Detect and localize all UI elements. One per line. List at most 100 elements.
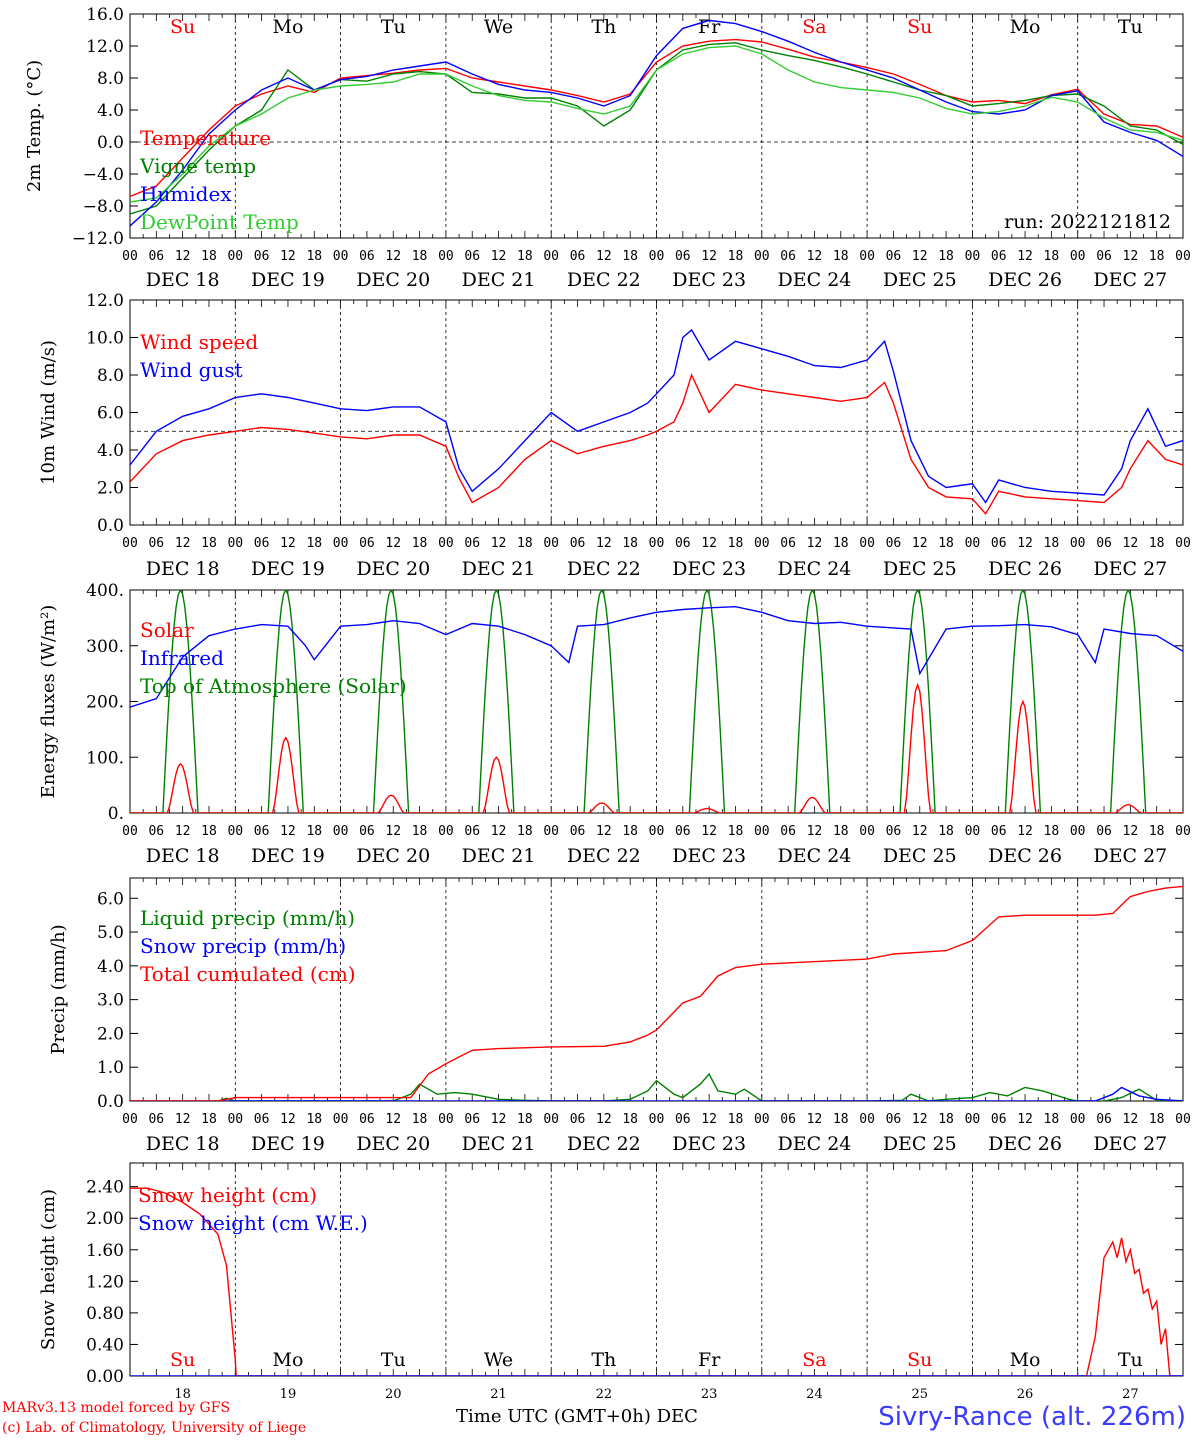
snow-day-number: 23 <box>701 1387 718 1402</box>
temperature-hour-label: 06 <box>254 249 270 264</box>
precip-hour-label: 12 <box>912 1112 928 1127</box>
temperature-hour-label: 06 <box>991 249 1007 264</box>
precip-legend-item: Total cumulated (cm) <box>140 962 356 986</box>
temperature-hour-label: 12 <box>807 249 823 264</box>
energy-hour-label: 12 <box>280 824 296 839</box>
energy-hour-label: 18 <box>622 824 638 839</box>
temperature-hour-label: 12 <box>280 249 296 264</box>
wind-hour-label: 06 <box>886 536 902 551</box>
temperature-y-tick-label: 8.0 <box>97 69 124 89</box>
temperature-hour-label: 18 <box>938 249 954 264</box>
energy-hour-label: 12 <box>175 824 191 839</box>
precip-hour-label: 12 <box>807 1112 823 1127</box>
precip-hour-label: 06 <box>254 1112 270 1127</box>
precip-hour-label: 00 <box>438 1112 454 1127</box>
wind-hour-label: 00 <box>122 536 138 551</box>
temperature-hour-label: 18 <box>1044 249 1060 264</box>
energy-hour-label: 12 <box>491 824 507 839</box>
snow-y-tick-label: 1.20 <box>86 1272 124 1292</box>
energy-toa-solar-line <box>656 590 762 813</box>
energy-y-axis-label: Energy fluxes (W/m²) <box>38 605 59 799</box>
precip-y-tick-label: 1.0 <box>97 1058 124 1078</box>
wind-date-label: DEC 19 <box>251 558 325 580</box>
wind-y-tick-label: 0.0 <box>97 516 124 536</box>
wind-hour-label: 06 <box>464 536 480 551</box>
precip-hour-label: 00 <box>333 1112 349 1127</box>
energy-date-label: DEC 25 <box>883 845 957 867</box>
snow-weekday-label: Su <box>907 1349 932 1371</box>
wind-hour-label: 06 <box>148 536 164 551</box>
precip-hour-label: 00 <box>649 1112 665 1127</box>
precip-date-label: DEC 25 <box>883 1133 957 1155</box>
temperature-weekday-label: Su <box>170 16 195 38</box>
precip-y-tick-label: 4.0 <box>97 957 124 977</box>
precip-hour-label: 06 <box>1096 1112 1112 1127</box>
x-axis-month: DEC <box>656 1406 698 1427</box>
snow-day-number: 18 <box>174 1387 191 1402</box>
precip-y-tick-label: 2.0 <box>97 1024 124 1044</box>
wind-hour-label: 12 <box>1017 536 1033 551</box>
energy-toa-solar-line <box>445 590 552 813</box>
precip-date-label: DEC 19 <box>251 1133 325 1155</box>
temperature-hour-label: 06 <box>780 249 796 264</box>
precip-hour-label: 00 <box>227 1112 243 1127</box>
wind-date-label: DEC 23 <box>672 558 746 580</box>
temperature-weekday-label: Tu <box>381 16 406 38</box>
wind-hour-label: 00 <box>1175 536 1191 551</box>
precip-y-tick-label: 3.0 <box>97 991 124 1011</box>
wind-date-label: DEC 26 <box>988 558 1062 580</box>
wind-frame <box>129 299 1184 526</box>
wind-hour-label: 18 <box>1149 536 1165 551</box>
energy-date-label: DEC 18 <box>146 845 220 867</box>
energy-hour-label: 06 <box>254 824 270 839</box>
energy-hour-label: 18 <box>833 824 849 839</box>
energy-hour-label: 06 <box>675 824 691 839</box>
wind-hour-label: 00 <box>649 536 665 551</box>
temperature-hour-label: 00 <box>859 249 875 264</box>
precip-hour-label: 00 <box>543 1112 559 1127</box>
energy-hour-label: 12 <box>1017 824 1033 839</box>
wind-hour-label: 12 <box>807 536 823 551</box>
temperature-y-tick-label: −4.0 <box>83 165 124 185</box>
snow-weekday-label: Tu <box>1118 1349 1143 1371</box>
snow-day-number: 26 <box>1017 1387 1034 1402</box>
temperature-y-tick-label: −8.0 <box>83 197 124 217</box>
wind-hour-label: 06 <box>359 536 375 551</box>
temperature-hour-label: 12 <box>701 249 717 264</box>
precip-hour-label: 06 <box>780 1112 796 1127</box>
energy-hour-label: 12 <box>385 824 401 839</box>
wind-y-tick-label: 6.0 <box>97 404 124 424</box>
energy-hour-label: 12 <box>701 824 717 839</box>
temperature-hour-label: 06 <box>148 249 164 264</box>
temperature-date-label: DEC 21 <box>462 269 536 291</box>
energy-date-label: DEC 19 <box>251 845 325 867</box>
energy-toa-solar-line <box>867 590 973 813</box>
energy-solar-line <box>340 794 446 813</box>
energy-solar-line <box>867 682 973 813</box>
energy-date-label: DEC 26 <box>988 845 1062 867</box>
energy-solar-line <box>1077 803 1183 813</box>
temperature-date-label: DEC 27 <box>1093 269 1167 291</box>
precip-date-label: DEC 27 <box>1093 1133 1167 1155</box>
temperature-hour-label: 18 <box>728 249 744 264</box>
snow-weekday-label: Mo <box>1010 1349 1041 1371</box>
temperature-legend-item: Humidex <box>140 182 232 206</box>
wind-hour-label: 00 <box>1070 536 1086 551</box>
energy-legend-item: Solar <box>140 618 194 642</box>
snow-y-tick-label: 1.60 <box>86 1241 124 1261</box>
wind-date-label: DEC 25 <box>883 558 957 580</box>
energy-hour-label: 06 <box>464 824 480 839</box>
wind-hour-label: 00 <box>965 536 981 551</box>
energy-solar-line <box>551 802 657 813</box>
energy-date-label: DEC 24 <box>778 845 852 867</box>
energy-solar-line <box>656 807 762 813</box>
wind-series-0-line <box>130 373 1183 515</box>
precip-hour-label: 06 <box>464 1112 480 1127</box>
energy-hour-label: 00 <box>1070 824 1086 839</box>
precip-date-label: DEC 26 <box>988 1133 1062 1155</box>
energy-legend-item: Top of Atmosphere (Solar) <box>140 674 407 698</box>
wind-hour-label: 18 <box>1044 536 1060 551</box>
temperature-hour-label: 12 <box>1123 249 1139 264</box>
precip-date-label: DEC 24 <box>778 1133 852 1155</box>
